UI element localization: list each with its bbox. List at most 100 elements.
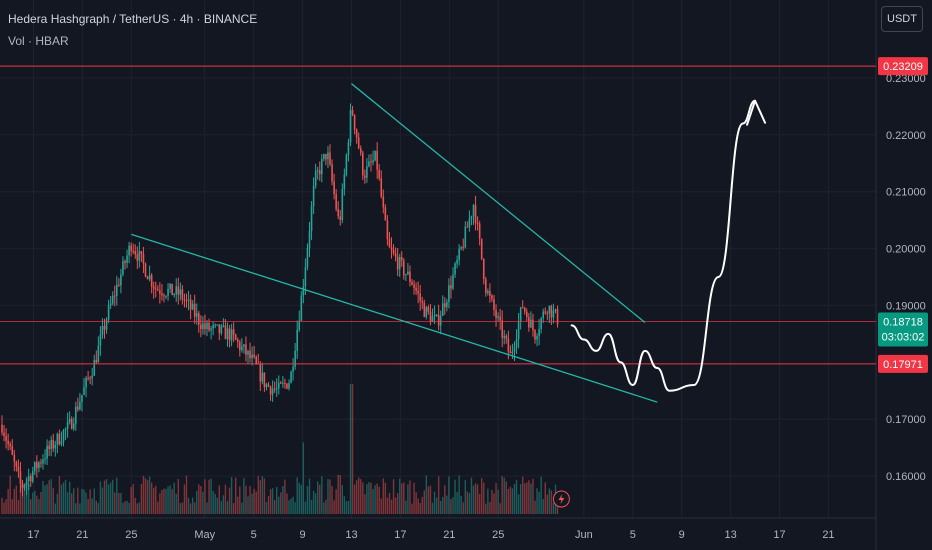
volume-indicator-label[interactable]: Vol · HBAR [8, 34, 69, 48]
candle-body [189, 299, 192, 310]
volume-bar [526, 482, 528, 514]
candle-body [446, 301, 448, 308]
volume-bar [462, 502, 464, 514]
time-tick-label: 13 [724, 529, 736, 541]
volume-bar [458, 475, 460, 514]
candle-body [304, 267, 307, 287]
volume-bar [396, 493, 399, 514]
trendline-lower-support [131, 233, 658, 403]
volume-bar [507, 488, 510, 514]
volume-bar [71, 493, 73, 514]
candle-body [425, 307, 428, 317]
candle-body [347, 142, 350, 155]
volume-bar [435, 497, 438, 514]
candle-body [50, 439, 52, 450]
volume-bars [1, 384, 559, 514]
volume-bar [372, 489, 374, 514]
candle-body [263, 372, 266, 388]
candle-body [462, 247, 465, 249]
time-tick-label: 21 [822, 529, 834, 541]
volume-bar [495, 482, 497, 514]
grid [0, 0, 876, 518]
candle-body [259, 363, 262, 382]
volume-bar [532, 478, 534, 514]
volume-bar [290, 498, 292, 514]
candle-body [495, 309, 497, 318]
volume-bar [403, 482, 405, 514]
candle-body [210, 328, 212, 331]
volume-bar [308, 478, 311, 514]
candle-body [454, 263, 456, 275]
candle-body [552, 310, 555, 318]
candle-body [179, 289, 182, 295]
candle-body [154, 288, 157, 290]
candle-body [25, 481, 28, 486]
candle-body [337, 208, 339, 217]
candle-body [388, 239, 391, 248]
volume-bar [83, 489, 85, 514]
price-tick-label: 0.23000 [886, 73, 926, 85]
volume-bar [212, 490, 214, 514]
candle-body [546, 312, 549, 314]
candle-body [113, 295, 116, 297]
volume-bar [413, 482, 415, 514]
candle-body [419, 293, 421, 301]
volume-bar [321, 476, 323, 514]
volume-bar [116, 477, 118, 514]
candle-body [509, 351, 512, 354]
candle-body [161, 293, 163, 296]
volume-bar [509, 486, 512, 514]
volume-bar [407, 484, 409, 514]
volume-bar [310, 499, 313, 514]
volume-bar [271, 488, 274, 514]
candle-body [280, 382, 282, 384]
volume-bar [157, 501, 159, 514]
candle-body [9, 443, 11, 447]
candle-body [321, 159, 323, 175]
volume-bar [81, 488, 83, 514]
candle-body [353, 114, 356, 130]
candle-body [448, 285, 450, 302]
candle-body [195, 313, 198, 317]
candle-body [103, 326, 106, 330]
volume-bar [302, 442, 305, 514]
volume-bar [216, 497, 218, 514]
volume-bar [226, 501, 229, 514]
candle-body [349, 110, 352, 143]
candle-body [128, 245, 130, 256]
volume-bar [505, 481, 507, 514]
candle-body [148, 275, 151, 280]
candle-body [226, 328, 229, 340]
candle-body [450, 285, 452, 289]
candle-body [273, 388, 276, 390]
candle-body [159, 290, 161, 294]
volume-bar [327, 479, 329, 514]
candle-body [351, 110, 354, 115]
volume-bar [489, 502, 491, 514]
candle-body [54, 444, 57, 449]
volume-bar [280, 492, 282, 514]
volume-bar [214, 493, 216, 514]
candle-body [441, 303, 444, 316]
candle-body [437, 314, 440, 326]
volume-bar [99, 481, 102, 514]
candle-body [29, 476, 32, 482]
volume-bar [9, 475, 11, 514]
volume-bar [423, 490, 425, 514]
candle-body [415, 288, 417, 291]
candle-body [222, 325, 225, 327]
volume-bar [138, 502, 141, 514]
volume-bar [120, 492, 122, 514]
candle-body [460, 247, 462, 249]
candle-body [126, 255, 128, 263]
currency-button[interactable]: USDT [881, 6, 923, 32]
candle-body [544, 311, 547, 313]
volume-bar [425, 475, 428, 514]
candle-body [253, 354, 255, 357]
candles [1, 103, 559, 497]
volume-bar [15, 485, 18, 514]
volume-bar [351, 384, 354, 514]
volume-bar [454, 479, 456, 514]
candle-body [398, 257, 401, 270]
